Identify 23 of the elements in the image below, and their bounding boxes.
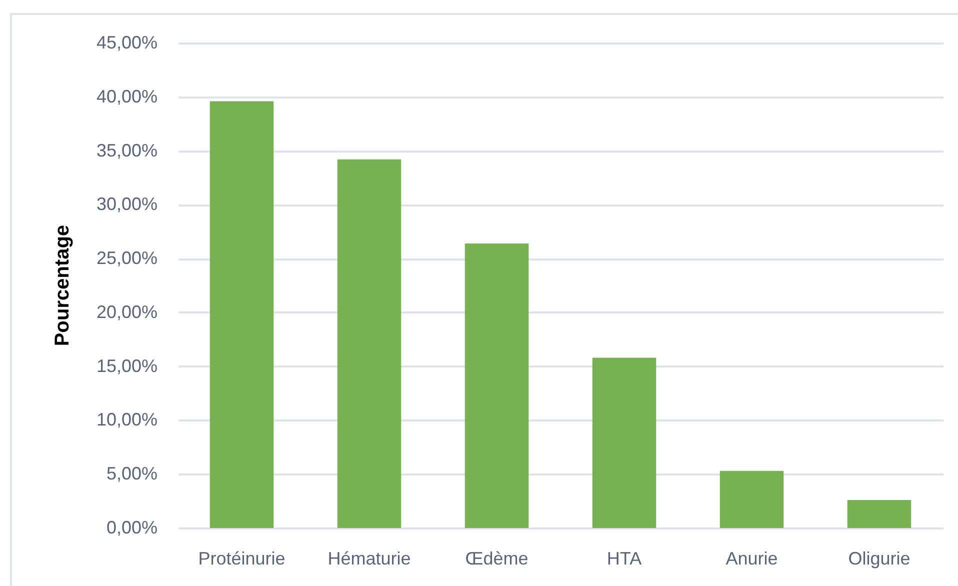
x-tick-label: Hématurie [328, 548, 411, 568]
x-tick-label: Anurie [726, 548, 778, 568]
y-tick-label: 20,00% [96, 302, 158, 322]
x-tick-label: HTA [606, 548, 642, 568]
y-tick-label: 35,00% [96, 140, 158, 160]
y-tick-label: 45,00% [96, 32, 158, 52]
x-tick-label: Oligurie [848, 548, 910, 568]
bar [592, 358, 656, 528]
bar [337, 159, 402, 528]
y-tick-label: 5,00% [106, 464, 158, 484]
y-tick-label: 10,00% [96, 410, 158, 430]
y-tick-label: 25,00% [96, 248, 158, 268]
x-tick-label: Protéinurie [198, 548, 286, 568]
bar [464, 243, 529, 528]
y-tick-label: 30,00% [96, 194, 158, 214]
bar [847, 500, 912, 528]
x-tick-label: Œdème [465, 548, 528, 568]
y-axis-title: Pourcentage [52, 224, 74, 346]
bar [720, 470, 784, 528]
y-tick-label: 0,00% [106, 518, 158, 538]
y-tick-label: 15,00% [96, 356, 158, 376]
y-tick-label: 40,00% [96, 86, 158, 106]
bar [210, 101, 274, 528]
